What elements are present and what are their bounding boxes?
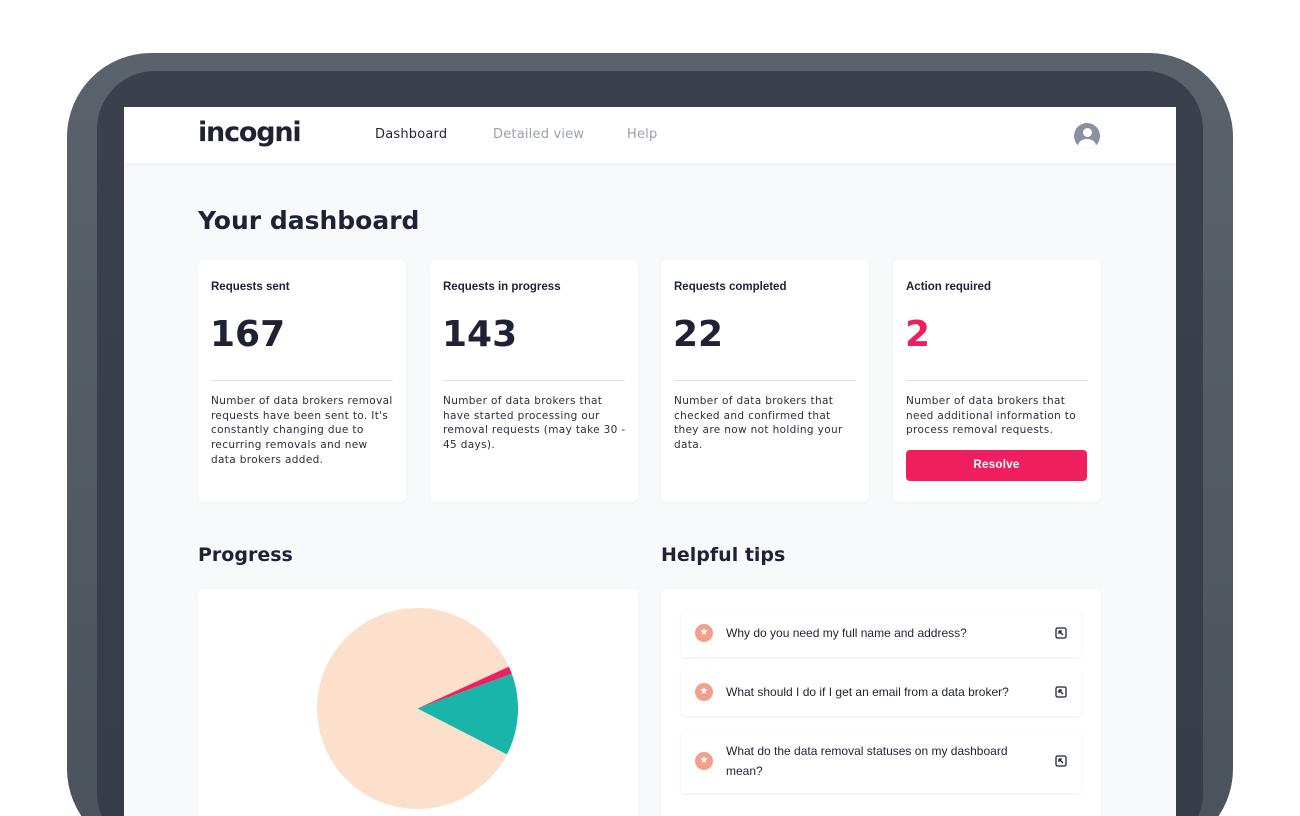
- helpful-tips-title: Helpful tips: [661, 544, 786, 566]
- stat-value: 22: [673, 314, 724, 355]
- progress-pie-chart: [317, 608, 518, 809]
- star-icon: ★: [695, 752, 713, 770]
- star-icon: ★: [695, 624, 713, 642]
- app-screen: incogni Dashboard Detailed view Help You…: [124, 107, 1176, 816]
- stat-divider: [674, 380, 856, 381]
- tip-item[interactable]: ★ Why do you need my full name and addre…: [681, 610, 1081, 657]
- stat-value: 167: [210, 314, 286, 355]
- progress-card: [198, 589, 638, 816]
- stat-label: Requests completed: [674, 281, 787, 293]
- helpful-tips-card: ★ Why do you need my full name and addre…: [661, 589, 1101, 816]
- stat-divider: [906, 380, 1088, 381]
- nav-detailed-view[interactable]: Detailed view: [493, 127, 585, 142]
- external-link-icon[interactable]: [1055, 686, 1067, 698]
- stat-card-requests-completed: Requests completed 22 Number of data bro…: [661, 260, 869, 502]
- star-icon: ★: [695, 683, 713, 701]
- stat-description: Number of data brokers that checked and …: [674, 395, 843, 452]
- progress-title: Progress: [198, 544, 293, 566]
- stat-description: Number of data brokers removal requests …: [211, 395, 393, 466]
- pie-slice-2: [417, 673, 518, 755]
- stat-label: Requests sent: [211, 281, 290, 293]
- external-link-icon[interactable]: [1055, 755, 1067, 767]
- stat-divider: [211, 380, 393, 381]
- tip-text: What should I do if I get an email from …: [726, 685, 1009, 699]
- stat-label: Action required: [906, 281, 991, 293]
- tip-item[interactable]: ★ What should I do if I get an email fro…: [681, 669, 1081, 716]
- stat-value: 2: [905, 314, 931, 355]
- stat-card-action-required: Action required 2 Number of data brokers…: [893, 260, 1101, 502]
- tip-item[interactable]: ★ What do the data removal statuses on m…: [681, 729, 1081, 793]
- page-title: Your dashboard: [198, 206, 420, 235]
- stat-description: Number of data brokers that have started…: [443, 395, 626, 452]
- tip-text: Why do you need my full name and address…: [726, 626, 967, 640]
- incogni-logo[interactable]: incogni: [198, 117, 302, 148]
- top-navigation-bar: incogni Dashboard Detailed view Help: [124, 107, 1176, 163]
- stat-description: Number of data brokers that need additio…: [906, 395, 1077, 437]
- resolve-button[interactable]: Resolve: [906, 450, 1087, 481]
- stat-divider: [443, 380, 625, 381]
- stat-label: Requests in progress: [443, 281, 561, 293]
- avatar-body: [1078, 139, 1096, 149]
- user-circle-icon[interactable]: [1074, 123, 1100, 149]
- stat-card-requests-in-progress: Requests in progress 143 Number of data …: [430, 260, 638, 502]
- nav-dashboard[interactable]: Dashboard: [375, 127, 448, 142]
- pie-slice-0: [317, 608, 509, 809]
- avatar-head: [1082, 128, 1092, 137]
- pie-slice-1: [417, 666, 512, 709]
- tip-text: What do the data removal statuses on my …: [726, 744, 1008, 778]
- stat-value: 143: [442, 314, 518, 355]
- stat-card-requests-sent: Requests sent 167 Number of data brokers…: [198, 260, 406, 502]
- external-link-icon[interactable]: [1055, 627, 1067, 639]
- nav-help[interactable]: Help: [627, 127, 658, 142]
